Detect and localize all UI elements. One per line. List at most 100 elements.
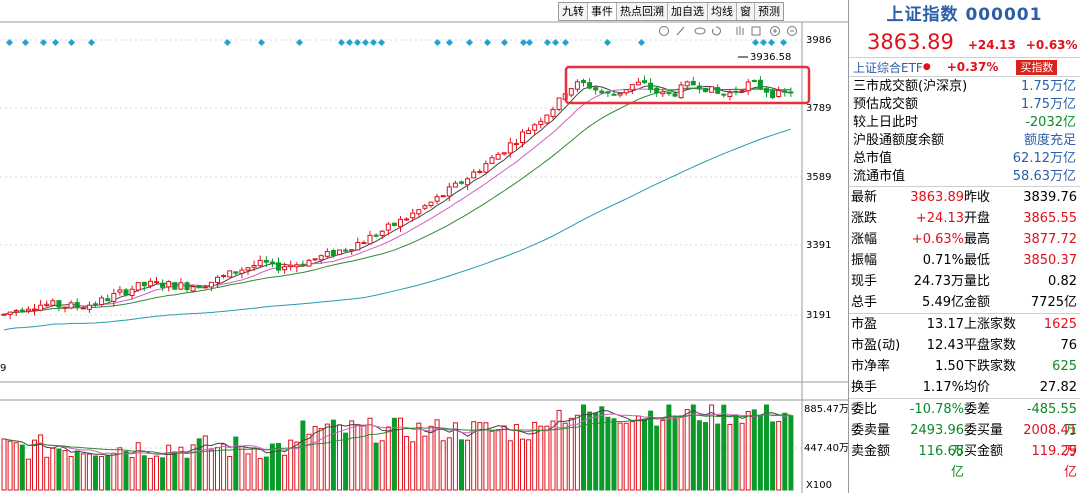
event-marker[interactable] (779, 38, 788, 47)
event-marker[interactable] (751, 38, 760, 47)
volume-bar (709, 404, 715, 491)
event-marker[interactable] (51, 38, 60, 47)
candle-body (7, 311, 13, 315)
volume-bar (123, 451, 129, 491)
candle-body (556, 97, 562, 110)
event-marker[interactable] (500, 38, 509, 47)
candle-body (416, 209, 422, 215)
stat-value: 2008.41万 (1023, 423, 1077, 459)
event-marker[interactable] (767, 38, 776, 47)
tab-jiuzhuan[interactable]: 九转 (559, 3, 588, 20)
event-marker[interactable] (353, 38, 362, 47)
etf-name[interactable]: 上证综合ETF (853, 60, 923, 75)
event-marker[interactable] (637, 38, 646, 47)
volume-bar (7, 440, 13, 491)
volume-bar (300, 420, 306, 491)
tab-hotspot-review[interactable]: 热点回溯 (617, 3, 668, 20)
zoom-out-icon (787, 26, 797, 36)
event-marker[interactable] (551, 38, 560, 47)
event-marker[interactable] (21, 38, 30, 47)
buy-index-button[interactable]: 买指数 (1016, 59, 1058, 75)
event-marker[interactable] (67, 38, 76, 47)
candle-body (105, 298, 111, 302)
volume-bar (160, 457, 166, 491)
stat-label: 最低 (964, 253, 991, 268)
volume-bar (544, 425, 550, 491)
event-marker[interactable] (345, 38, 354, 47)
volume-bar (147, 457, 153, 491)
info-value: 1.75万亿 (1021, 79, 1076, 94)
info-label: 较上日此时 (853, 115, 919, 130)
event-marker[interactable] (433, 38, 442, 47)
volume-bar (690, 404, 696, 491)
market-info: 三市成交额(沪深京) 1.75万亿 预估成交额 1.75万亿 较上日此时 -2032亿 沪股… (849, 77, 1080, 186)
add-watchlist-button[interactable]: 加自选 (668, 3, 708, 20)
stat-label: 最新 (851, 190, 878, 205)
event-marker[interactable] (543, 38, 552, 47)
event-marker[interactable] (257, 38, 266, 47)
event-marker[interactable] (361, 38, 370, 47)
stat-label: 下跌家数 (964, 359, 1017, 374)
tab-events[interactable]: 事件 (588, 3, 617, 20)
stat-value: +0.63% (911, 232, 964, 247)
event-marker[interactable] (223, 38, 232, 47)
candle-body (776, 90, 782, 98)
price-label-3589: 3589 (806, 172, 831, 183)
candle-body (355, 242, 361, 251)
candle-body (391, 222, 397, 226)
forecast-button[interactable]: 预测 (758, 5, 780, 18)
volume-bar (25, 458, 31, 491)
volume-ma10-line (3, 412, 791, 455)
moving-average-button[interactable]: 均线 (708, 3, 737, 20)
volume-bar (715, 423, 721, 491)
stat-label: 委差 (964, 402, 991, 417)
candle-body (129, 288, 135, 297)
stat-row: 总手 5.49亿 金额 7725亿 (849, 292, 1080, 313)
candle-body (245, 267, 251, 271)
volume-bar (355, 424, 361, 491)
candle-body (459, 181, 464, 184)
candle-body (654, 87, 660, 94)
event-marker[interactable] (759, 38, 768, 47)
volume-bar (80, 453, 86, 491)
stat-label: 上涨家数 (964, 317, 1017, 332)
event-marker[interactable] (603, 38, 612, 47)
crop-icon (751, 26, 761, 36)
event-marker[interactable] (87, 38, 96, 47)
event-marker[interactable] (337, 38, 346, 47)
kline-chart-area[interactable]: 3936.58 3986 3789 3589 3391 3191 9 885.4… (0, 0, 848, 493)
event-marker[interactable] (369, 38, 378, 47)
info-label: 流通市值 (853, 169, 906, 184)
stat-label: 昨收 (964, 190, 991, 205)
candle-body (684, 81, 690, 87)
event-marker[interactable] (295, 38, 304, 47)
candle-body (62, 306, 68, 309)
candle-body (648, 82, 654, 90)
volume-bar (166, 444, 172, 491)
window-button[interactable]: 窗 (737, 3, 755, 20)
candle-body (288, 264, 294, 268)
event-marker[interactable] (445, 38, 454, 47)
volume-bar (550, 420, 556, 491)
event-marker[interactable] (561, 38, 570, 47)
volume-bar (221, 443, 227, 491)
stat-value: 3863.89 (910, 190, 964, 205)
event-marker[interactable] (519, 38, 528, 47)
etf-row[interactable]: 上证综合ETF ● +0.37% 买指数 (849, 58, 1080, 77)
candle-body (727, 92, 733, 97)
kline-chart[interactable]: 3936.58 3986 3789 3589 3391 3191 9 885.4… (0, 0, 848, 493)
candle-body (324, 251, 330, 257)
volume-bar (288, 439, 294, 491)
event-marker[interactable] (483, 38, 492, 47)
volume-bar (269, 443, 275, 491)
event-marker[interactable] (465, 38, 474, 47)
highlight-box (564, 65, 811, 105)
candle-body (501, 152, 507, 155)
stat-value: 1.17% (922, 380, 964, 395)
event-marker[interactable] (525, 38, 534, 47)
volume-bar (556, 409, 562, 491)
etf-change: +0.37% (946, 60, 999, 74)
volume-bar (678, 415, 684, 491)
volume-bar (117, 447, 123, 491)
event-marker[interactable] (377, 38, 386, 47)
